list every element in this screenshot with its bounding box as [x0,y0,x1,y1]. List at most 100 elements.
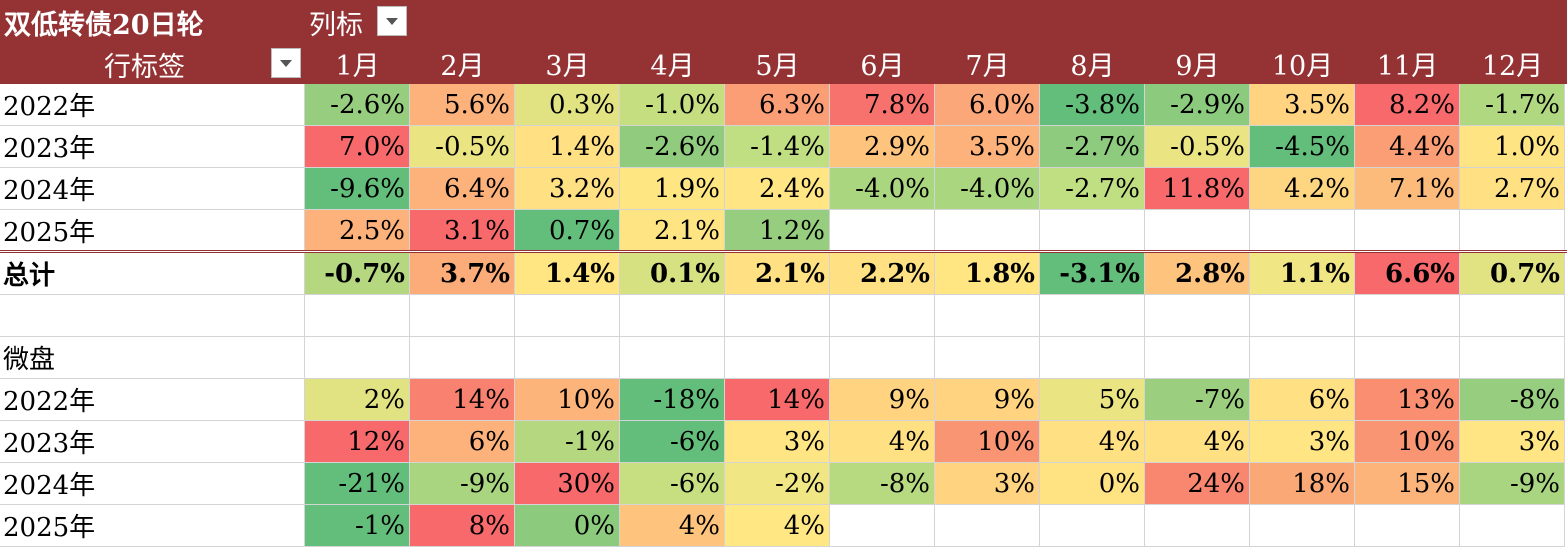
value-cell[interactable]: 3.5% [935,126,1040,168]
value-cell[interactable]: 1.4% [515,126,620,168]
value-cell[interactable]: 6% [410,421,515,463]
value-cell[interactable]: -1.0% [620,84,725,126]
value-cell[interactable]: -6% [620,463,725,505]
value-cell[interactable]: -2.7% [1040,126,1145,168]
value-cell[interactable]: 2.1% [725,253,830,295]
value-cell[interactable] [1355,505,1460,547]
value-cell[interactable]: 3% [935,463,1040,505]
value-cell[interactable]: 0.7% [1460,253,1565,295]
value-cell[interactable]: 13% [1355,379,1460,421]
value-cell[interactable] [515,295,620,337]
value-cell[interactable] [725,295,830,337]
value-cell[interactable] [1355,295,1460,337]
value-cell[interactable]: 30% [515,463,620,505]
value-cell[interactable] [935,210,1040,252]
value-cell[interactable]: -1% [515,421,620,463]
value-cell[interactable]: 4% [725,505,830,547]
row-label[interactable]: 2023年 [0,421,305,463]
row-label[interactable]: 2022年 [0,84,305,126]
value-cell[interactable]: 5% [1040,379,1145,421]
value-cell[interactable] [1040,505,1145,547]
value-cell[interactable]: 15% [1355,463,1460,505]
value-cell[interactable]: -6% [620,421,725,463]
value-cell[interactable] [1040,210,1145,252]
value-cell[interactable]: 0.3% [515,84,620,126]
value-cell[interactable] [830,337,935,379]
value-cell[interactable] [410,337,515,379]
row-label[interactable]: 总计 [0,253,305,295]
value-cell[interactable]: -2.6% [305,84,410,126]
row-label[interactable]: 2024年 [0,463,305,505]
value-cell[interactable] [935,337,1040,379]
value-cell[interactable]: 1.8% [935,253,1040,295]
row-label[interactable]: 2023年 [0,126,305,168]
value-cell[interactable]: -1% [305,505,410,547]
value-cell[interactable]: 12% [305,421,410,463]
value-cell[interactable]: -8% [1460,379,1565,421]
value-cell[interactable]: 3.7% [410,253,515,295]
value-cell[interactable] [935,295,1040,337]
value-cell[interactable]: 3% [725,421,830,463]
value-cell[interactable] [620,295,725,337]
value-cell[interactable] [410,295,515,337]
value-cell[interactable]: 1.9% [620,168,725,210]
value-cell[interactable] [1250,295,1355,337]
value-cell[interactable]: 18% [1250,463,1355,505]
value-cell[interactable]: 1.1% [1250,253,1355,295]
value-cell[interactable]: -3.8% [1040,84,1145,126]
value-cell[interactable]: 6% [1250,379,1355,421]
row-label[interactable]: 2022年 [0,379,305,421]
value-cell[interactable]: -7% [1145,379,1250,421]
value-cell[interactable]: -2.9% [1145,84,1250,126]
value-cell[interactable]: 3.1% [410,210,515,252]
value-cell[interactable] [1145,210,1250,252]
value-cell[interactable]: 11.8% [1145,168,1250,210]
value-cell[interactable]: 7.1% [1355,168,1460,210]
value-cell[interactable] [1250,210,1355,252]
value-cell[interactable] [1040,337,1145,379]
value-cell[interactable] [620,337,725,379]
value-cell[interactable]: -9.6% [305,168,410,210]
value-cell[interactable]: 2.2% [830,253,935,295]
value-cell[interactable] [515,337,620,379]
value-cell[interactable]: 6.3% [725,84,830,126]
value-cell[interactable]: 2.5% [305,210,410,252]
value-cell[interactable] [1145,295,1250,337]
value-cell[interactable]: 9% [830,379,935,421]
value-cell[interactable]: -1.7% [1460,84,1565,126]
value-cell[interactable]: 0% [1040,463,1145,505]
value-cell[interactable] [1145,505,1250,547]
value-cell[interactable]: -8% [830,463,935,505]
value-cell[interactable]: 14% [410,379,515,421]
value-cell[interactable]: 3% [1250,421,1355,463]
row-label[interactable]: 2025年 [0,210,305,252]
row-filter-dropdown[interactable] [271,48,301,78]
value-cell[interactable]: 14% [725,379,830,421]
value-cell[interactable]: -1.4% [725,126,830,168]
value-cell[interactable]: 2.1% [620,210,725,252]
row-label[interactable]: 2025年 [0,505,305,547]
value-cell[interactable]: -3.1% [1040,253,1145,295]
value-cell[interactable]: 6.0% [935,84,1040,126]
value-cell[interactable]: 8.2% [1355,84,1460,126]
value-cell[interactable] [830,210,935,252]
value-cell[interactable] [1250,337,1355,379]
value-cell[interactable]: 7.0% [305,126,410,168]
value-cell[interactable]: -4.5% [1250,126,1355,168]
value-cell[interactable]: 4% [830,421,935,463]
value-cell[interactable]: -2% [725,463,830,505]
value-cell[interactable]: 1.2% [725,210,830,252]
value-cell[interactable]: -9% [410,463,515,505]
value-cell[interactable]: 3.5% [1250,84,1355,126]
value-cell[interactable]: 6.6% [1355,253,1460,295]
value-cell[interactable]: 2.7% [1460,168,1565,210]
value-cell[interactable]: 0% [515,505,620,547]
value-cell[interactable]: 2.9% [830,126,935,168]
value-cell[interactable]: 4.4% [1355,126,1460,168]
value-cell[interactable]: -4.0% [935,168,1040,210]
value-cell[interactable] [1355,210,1460,252]
value-cell[interactable]: 1.4% [515,253,620,295]
value-cell[interactable] [830,505,935,547]
value-cell[interactable]: 2.4% [725,168,830,210]
value-cell[interactable]: 0.1% [620,253,725,295]
